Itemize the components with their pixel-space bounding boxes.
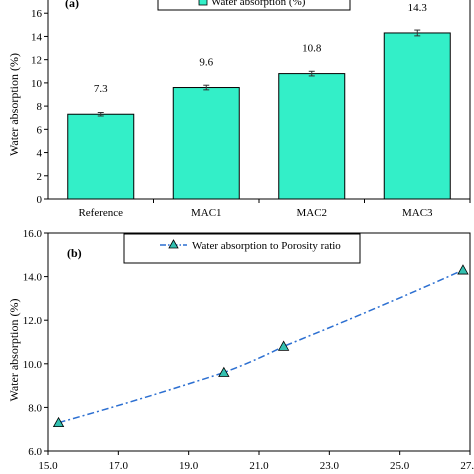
bar-chart-x-tick-label: MAC3	[402, 207, 433, 219]
line-chart-panel-label: (b)	[67, 246, 82, 260]
bar-data-label: 9.6	[199, 57, 213, 69]
line-chart-y-tick-label: 10.0	[23, 359, 43, 371]
bar-chart-y-tick-label: 6	[37, 124, 43, 136]
line-chart-x-tick-label: 19.0	[179, 460, 199, 472]
line-chart-y-tick-label: 12.0	[23, 315, 43, 327]
bar-chart-y-tick-label: 0	[37, 194, 43, 206]
bar-chart-x-tick-label: MAC2	[296, 207, 327, 219]
line-chart-y-ticks: 6.0 8.0 10.0 12.0 14.0 16.0	[23, 228, 48, 458]
bar-chart-y-tick-label: 8	[37, 101, 43, 113]
bar-chart-y-tick-label: 10	[31, 78, 43, 90]
bar-data-label: 14.3	[408, 2, 428, 14]
bar-data-label: 10.8	[302, 43, 322, 55]
line-chart-y-tick-label: 8.0	[28, 402, 42, 414]
line-chart-points	[52, 264, 469, 428]
bar-chart-x-tick-label: Reference	[78, 207, 123, 219]
bar-chart-x-tick-label: MAC1	[191, 207, 222, 219]
bar-chart-y-ticks: 024681012141618	[31, 8, 48, 206]
line-chart-x-ticks: 15.0 17.0 19.0 21.0 23.0 25.0 27.0	[38, 451, 474, 472]
bar-chart-legend-swatch	[198, 0, 208, 6]
line-chart-y-tick-label: 14.0	[23, 272, 43, 284]
line-chart-x-tick-label: 27.0	[460, 460, 474, 472]
line-chart-x-tick-label: 15.0	[38, 460, 58, 472]
bar	[67, 113, 135, 200]
line-chart-plot-frame	[47, 232, 471, 452]
bar-data-label: 7.3	[94, 83, 108, 95]
bar-chart-panel: (a) Water absorption (%) Water absorptio…	[7, 0, 471, 219]
line-chart-x-tick-label: 17.0	[109, 460, 129, 472]
bar-chart-y-tick-label: 2	[37, 171, 43, 183]
data-point-marker	[52, 416, 65, 428]
line-chart-legend-box	[123, 233, 361, 264]
bar-chart-legend-box	[157, 0, 351, 11]
line-chart-x-tick-label: 21.0	[249, 460, 269, 472]
data-point-marker	[457, 264, 469, 275]
line-chart-y-axis-title: Water absorption (%)	[7, 299, 21, 402]
bar-chart-x-ticks: Reference MAC1 MAC2 MAC3	[78, 199, 471, 219]
line-chart-y-tick-label: 16.0	[23, 228, 43, 240]
bar-chart-y-tick-label: 12	[31, 55, 42, 67]
bar-chart-y-tick-label: 4	[37, 148, 43, 160]
bar	[383, 32, 451, 200]
bar	[278, 73, 346, 200]
bar-chart-panel-label: (a)	[65, 0, 79, 10]
line-chart-x-tick-label: 23.0	[320, 460, 340, 472]
line-chart-series-line	[58, 269, 464, 424]
bar-chart-y-tick-label: 16	[31, 8, 43, 20]
line-chart-legend-marker	[168, 239, 179, 249]
bar-chart-bars: 7.3 9.6 10.8 14.3	[67, 2, 451, 200]
bar-chart-legend-label: Water absorption (%)	[211, 0, 306, 8]
data-point-marker	[218, 366, 230, 377]
line-chart-legend: Water absorption to Porosity ratio	[123, 233, 361, 264]
bar-chart-legend: Water absorption (%)	[157, 0, 351, 11]
line-chart-panel: (b) Water absorption to Porosity ratio W…	[7, 228, 474, 472]
line-chart-legend-label: Water absorption to Porosity ratio	[192, 240, 341, 252]
bar	[172, 87, 240, 200]
line-chart-y-tick-label: 6.0	[28, 446, 42, 458]
bar-chart-y-tick-label: 14	[31, 31, 43, 43]
data-point-marker	[277, 340, 290, 351]
bar-chart-y-axis-title: Water absorption (%)	[7, 53, 21, 156]
line-chart-x-tick-label: 25.0	[390, 460, 410, 472]
